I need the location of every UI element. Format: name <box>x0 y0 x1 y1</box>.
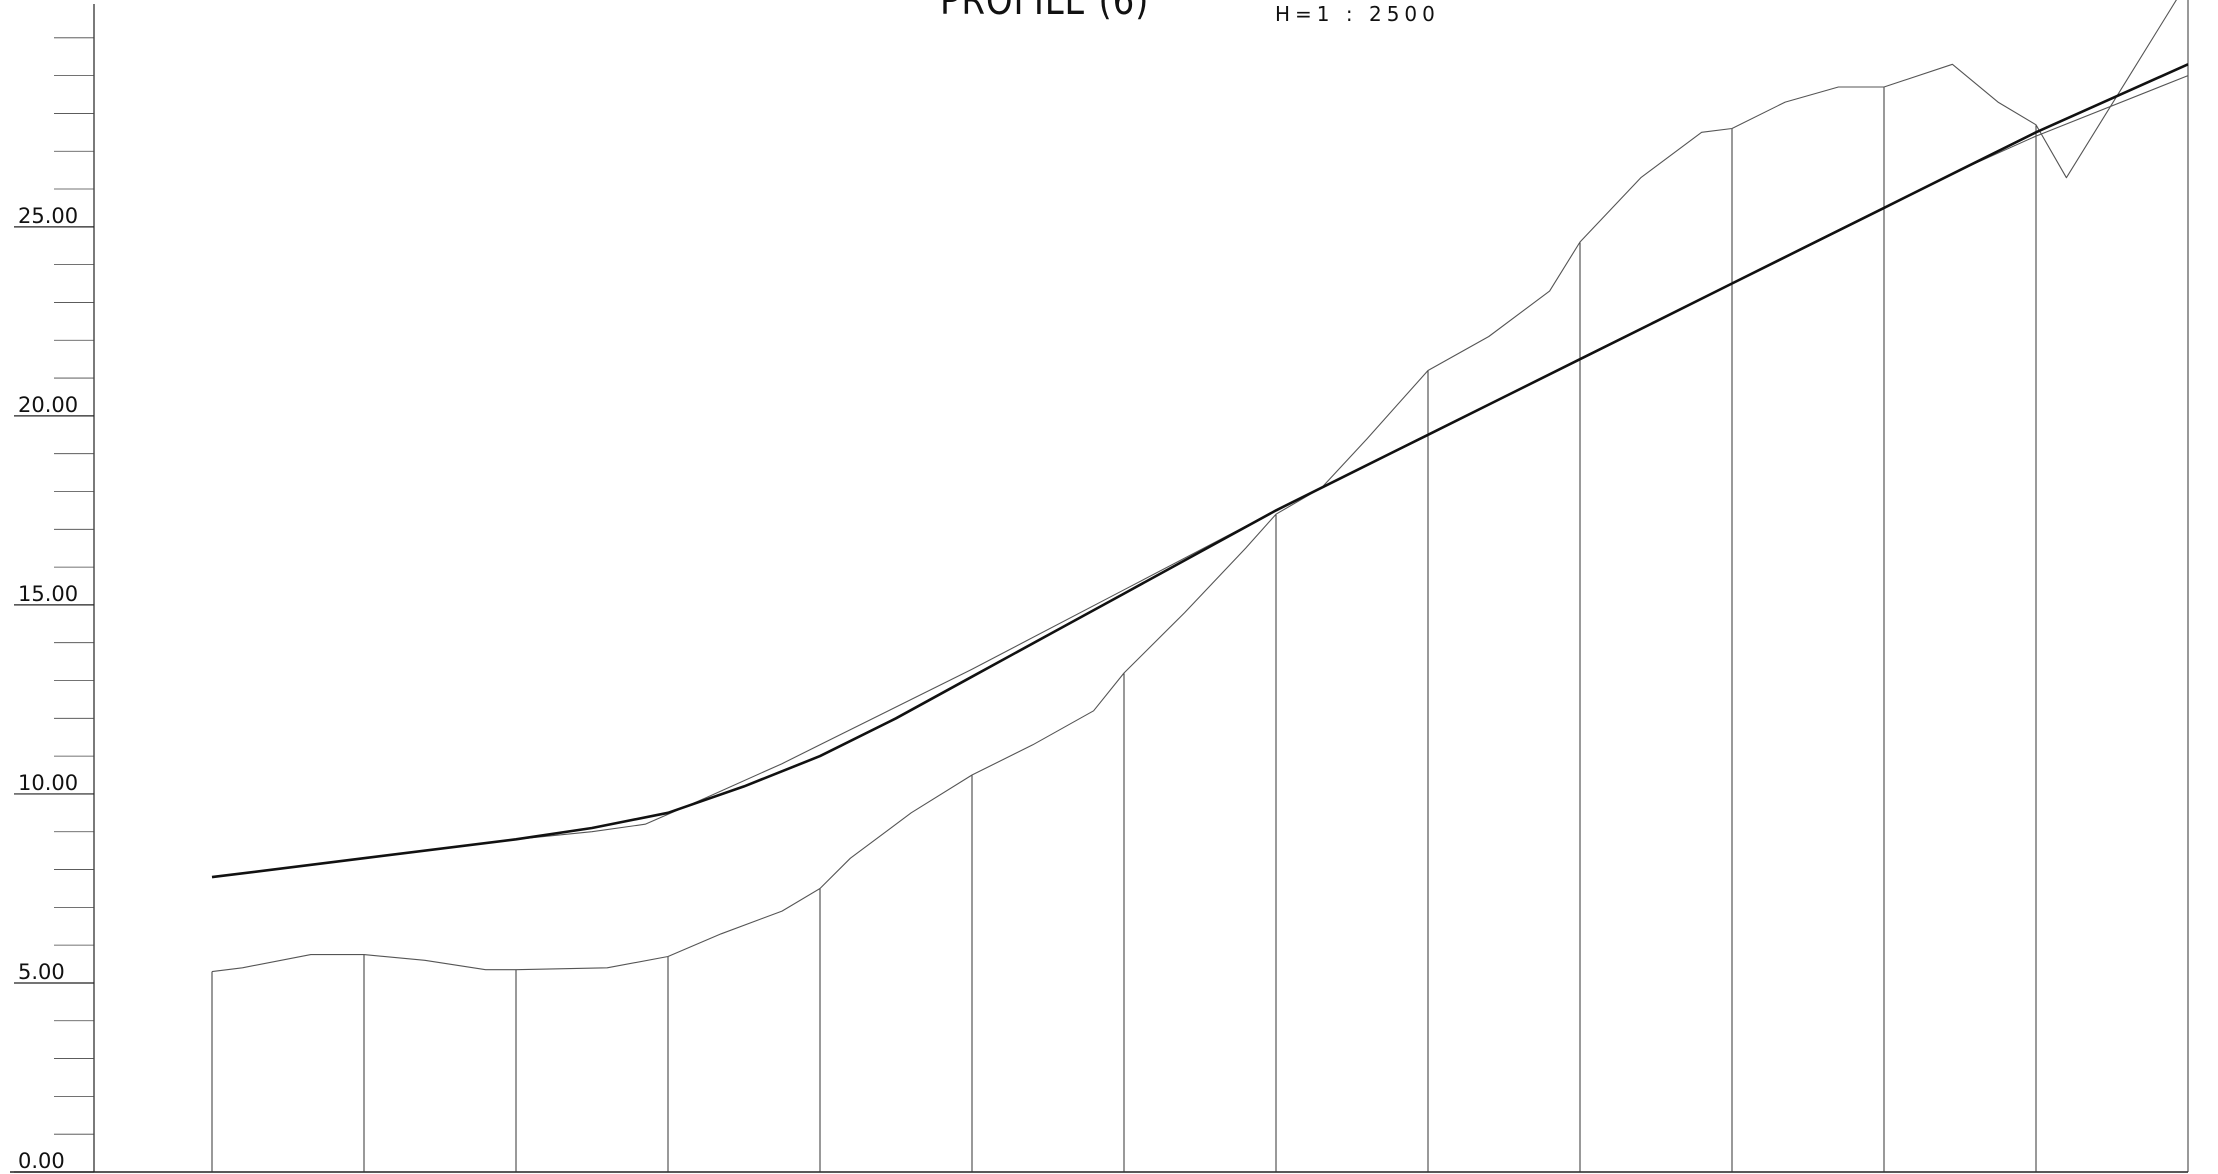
station-lines <box>211 0 2189 1172</box>
y-tick-label: 15.00 <box>18 582 78 606</box>
y-tick-labels: 0.00 5.00 10.00 15.00 20.00 25.00 <box>18 204 78 1173</box>
series-line-bold <box>211 63 2189 879</box>
y-axis <box>10 4 2188 1173</box>
y-tick-label: 10.00 <box>18 771 78 795</box>
y-tick-label: 20.00 <box>18 393 78 417</box>
series-lines <box>211 0 2189 973</box>
scale-label: H=1 : 2500 <box>1275 2 1440 26</box>
y-tick-label: 25.00 <box>18 204 78 228</box>
series-line-thin-1 <box>211 75 2189 878</box>
y-tick-label: 0.00 <box>18 1149 65 1173</box>
chart-title: PROFILE (6) <box>940 0 1150 24</box>
series-line-thin-0 <box>211 0 2177 973</box>
y-tick-label: 5.00 <box>18 960 65 984</box>
